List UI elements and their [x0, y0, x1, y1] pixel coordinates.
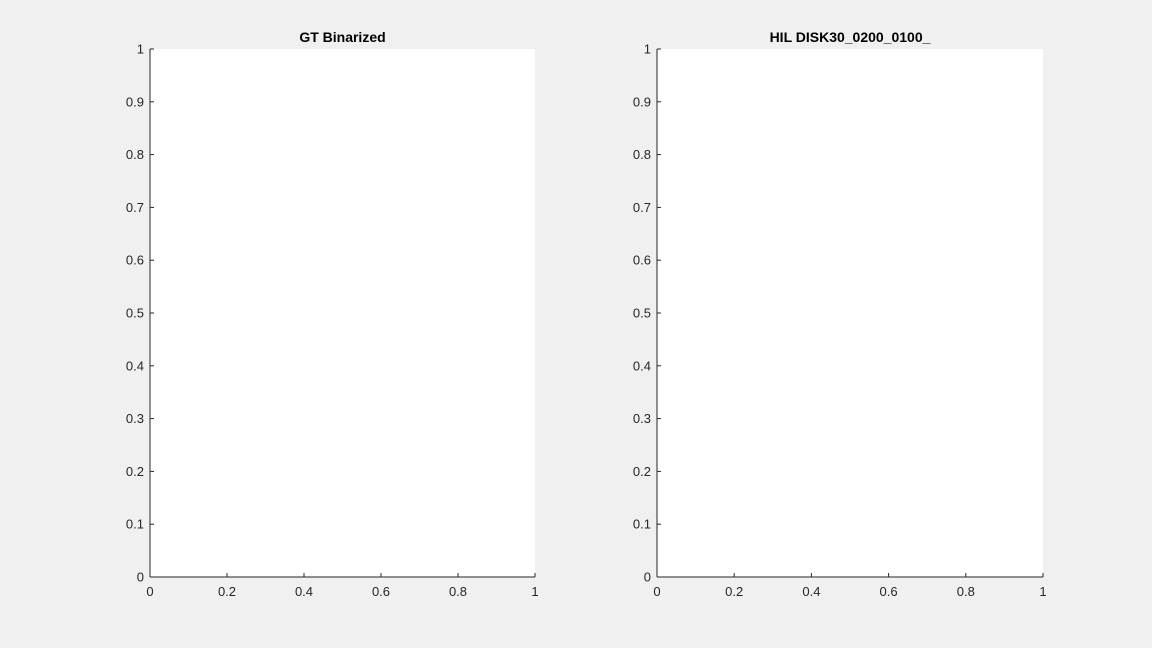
y-tick-label: 0.7 [126, 200, 144, 215]
y-tick-label: 0.6 [126, 253, 144, 268]
axes-left[interactable]: GT Binarized 0 0.2 0.4 0.6 0.8 1 0 0.1 0.2 0.3 0.… [126, 29, 539, 599]
y-tick-label: 0.3 [126, 411, 144, 426]
x-tick-label: 0.8 [957, 584, 975, 599]
axes-title: GT Binarized [299, 29, 385, 45]
plot-area [657, 49, 1043, 577]
x-tick-label: 1 [1039, 584, 1046, 599]
y-tick-label: 0.1 [126, 517, 144, 532]
y-tick-label: 0.2 [126, 464, 144, 479]
y-tick-label: 0.8 [126, 147, 144, 162]
y-tick-label: 1 [137, 42, 144, 57]
x-tick-label: 0.2 [218, 584, 236, 599]
y-tick-label: 0.5 [633, 306, 651, 321]
y-tick-label: 0.7 [633, 200, 651, 215]
x-tick-label: 0.6 [880, 584, 898, 599]
x-tick-label: 0.4 [802, 584, 820, 599]
y-tick-label: 0 [644, 570, 651, 585]
y-tick-label: 0.4 [126, 358, 144, 373]
y-tick-label: 0.3 [633, 411, 651, 426]
x-tick-label: 0.2 [725, 584, 743, 599]
y-tick-label: 0.9 [126, 94, 144, 109]
axes-title: HIL DISK30_0200_0100_ [770, 29, 931, 45]
y-tick-label: 0.2 [633, 464, 651, 479]
y-tick-label: 0.4 [633, 358, 651, 373]
y-tick-label: 0.9 [633, 94, 651, 109]
x-tick-label: 1 [531, 584, 538, 599]
x-tick-label: 0.4 [295, 584, 313, 599]
x-tick-label: 0.8 [449, 584, 467, 599]
y-tick-label: 0 [137, 570, 144, 585]
x-tick-label: 0 [653, 584, 660, 599]
y-tick-label: 0.8 [633, 147, 651, 162]
y-tick-label: 0.5 [126, 306, 144, 321]
plot-area [150, 49, 535, 577]
y-tick-label: 1 [644, 42, 651, 57]
y-tick-label: 0.1 [633, 517, 651, 532]
y-tick-label: 0.6 [633, 253, 651, 268]
axes-right[interactable]: HIL DISK30_0200_0100_ 0 0.2 0.4 0.6 0.8 1 0 0.… [633, 29, 1047, 599]
x-tick-label: 0 [146, 584, 153, 599]
x-tick-label: 0.6 [372, 584, 390, 599]
